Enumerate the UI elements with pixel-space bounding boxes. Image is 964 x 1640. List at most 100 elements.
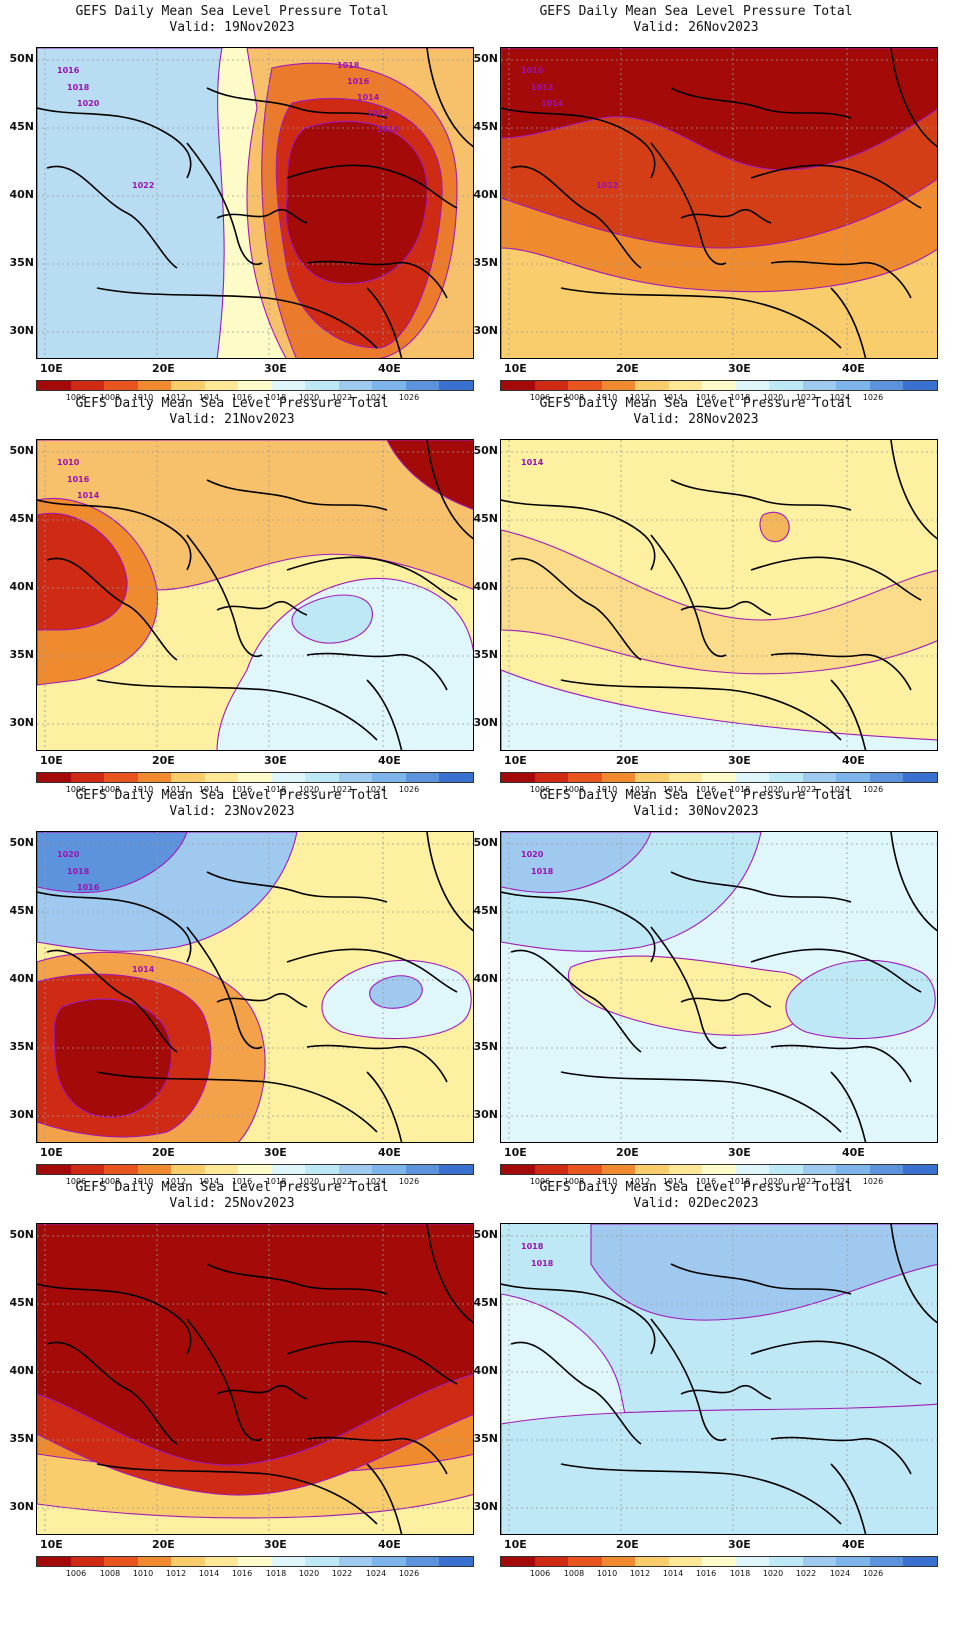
contour-label: 1012 <box>596 181 618 190</box>
colorbar <box>500 380 938 391</box>
colorbar-swatch <box>534 381 569 390</box>
colorbar-label: 1010 <box>132 1569 154 1578</box>
colorbar-swatch <box>305 381 339 390</box>
colorbar-swatch <box>271 773 306 782</box>
colorbar-label: 1010 <box>596 1177 618 1186</box>
coastline <box>770 1044 912 1083</box>
latitude-label: 30N <box>473 716 498 729</box>
colorbar-swatch <box>568 773 602 782</box>
pressure-region <box>501 669 937 750</box>
colorbar-swatch <box>903 381 937 390</box>
colorbar-label: 1006 <box>529 1569 551 1578</box>
coastline <box>560 1071 842 1133</box>
latitude-label: 50N <box>9 52 34 65</box>
panel-title-text: GEFS Daily Mean Sea Level Pressure Total <box>75 396 389 411</box>
longitude-label: 30E <box>264 754 287 767</box>
longitude-label: 40E <box>842 362 865 375</box>
coastline <box>186 1318 263 1441</box>
colorbar-swatch <box>137 773 172 782</box>
panel-valid-date: Valid: 02Dec2023 <box>633 1196 759 1211</box>
coastline <box>37 499 192 571</box>
latitude-label: 40N <box>473 580 498 593</box>
pressure-region <box>501 832 652 894</box>
coastline <box>366 287 403 358</box>
pressure-field: 1020 1018 <box>501 832 937 1142</box>
panel-title: GEFS Daily Mean Sea Level Pressure Total… <box>464 4 928 36</box>
colorbar-swatch <box>568 381 602 390</box>
panel-title: GEFS Daily Mean Sea Level Pressure Total… <box>464 1180 928 1212</box>
panel-valid-date: Valid: 30Nov2023 <box>633 804 759 819</box>
coastline <box>680 208 772 224</box>
pressure-field <box>37 1224 473 1534</box>
colorbar-label: 1026 <box>862 1177 884 1186</box>
panel-title-text: GEFS Daily Mean Sea Level Pressure Total <box>539 788 853 803</box>
longitude-label: 20E <box>616 754 639 767</box>
latitude-label: 30N <box>9 1108 34 1121</box>
longitude-label: 10E <box>504 754 527 767</box>
coastline <box>650 1318 727 1441</box>
colorbar-label: 1006 <box>65 393 87 402</box>
colorbar-swatch <box>869 1165 904 1174</box>
longitude-label: 30E <box>728 1146 751 1159</box>
latitude-label: 30N <box>9 324 34 337</box>
colorbar-swatch <box>534 1165 569 1174</box>
colorbar-swatch <box>802 773 837 782</box>
coastline <box>46 1341 178 1445</box>
panel-title-text: GEFS Daily Mean Sea Level Pressure Total <box>75 4 389 19</box>
coastline <box>510 165 642 269</box>
longitude-label: 10E <box>40 362 63 375</box>
colorbar-label: 1012 <box>165 1177 187 1186</box>
coastline <box>670 87 852 119</box>
map-panel: GEFS Daily Mean Sea Level Pressure Total… <box>0 392 474 794</box>
colorbar-label: 1008 <box>563 1569 585 1578</box>
panel-title: GEFS Daily Mean Sea Level Pressure Total… <box>0 1180 464 1212</box>
colorbar-label: 1020 <box>762 1177 784 1186</box>
latitude-label: 45N <box>9 120 34 133</box>
longitude-label: 40E <box>842 754 865 767</box>
colorbar-label: 1016 <box>695 1177 717 1186</box>
longitude-label: 10E <box>40 754 63 767</box>
coastline <box>186 926 263 1049</box>
colorbar-swatch <box>769 1557 803 1566</box>
pressure-field: 1018 1018 <box>501 1224 937 1534</box>
colorbar-label: 1018 <box>729 1177 751 1186</box>
longitude-label: 10E <box>40 1538 63 1551</box>
coastline <box>286 1340 458 1385</box>
coastline <box>560 1463 842 1525</box>
colorbar-swatch <box>271 1557 306 1566</box>
colorbar-swatch <box>635 1165 669 1174</box>
coastline <box>306 1044 448 1083</box>
panel-title: GEFS Daily Mean Sea Level Pressure Total… <box>0 788 464 820</box>
coastline <box>206 479 388 511</box>
colorbar-swatch <box>534 773 569 782</box>
panel-title: GEFS Daily Mean Sea Level Pressure Total… <box>464 788 928 820</box>
colorbar-label: 1014 <box>198 1177 220 1186</box>
longitude-label: 20E <box>152 1538 175 1551</box>
colorbar-label: 1026 <box>862 785 884 794</box>
longitude-label: 40E <box>842 1146 865 1159</box>
panel-valid-date: Valid: 25Nov2023 <box>169 1196 295 1211</box>
coastline <box>680 992 772 1008</box>
colorbar-swatch <box>372 381 406 390</box>
panel-valid-date: Valid: 21Nov2023 <box>169 412 295 427</box>
colorbar-swatch <box>836 381 870 390</box>
coastline <box>510 1341 642 1445</box>
colorbar-label: 1014 <box>198 393 220 402</box>
longitude-label: 40E <box>378 1538 401 1551</box>
pressure-region <box>37 48 225 358</box>
pressure-region <box>501 48 937 171</box>
colorbar-label: 1010 <box>132 785 154 794</box>
colorbar-label: 1016 <box>231 785 253 794</box>
colorbar-swatch <box>836 1557 870 1566</box>
longitude-label: 30E <box>728 754 751 767</box>
colorbar <box>500 1556 938 1567</box>
colorbar-label: 1014 <box>662 1177 684 1186</box>
pressure-region <box>216 578 473 750</box>
colorbar-swatch <box>104 381 138 390</box>
longitude-label: 40E <box>842 1538 865 1551</box>
colorbar-label: 1024 <box>829 1177 851 1186</box>
colorbar-swatch <box>137 381 172 390</box>
coastline <box>830 1071 867 1142</box>
latitude-label: 45N <box>473 512 498 525</box>
colorbar-label: 1006 <box>65 785 87 794</box>
